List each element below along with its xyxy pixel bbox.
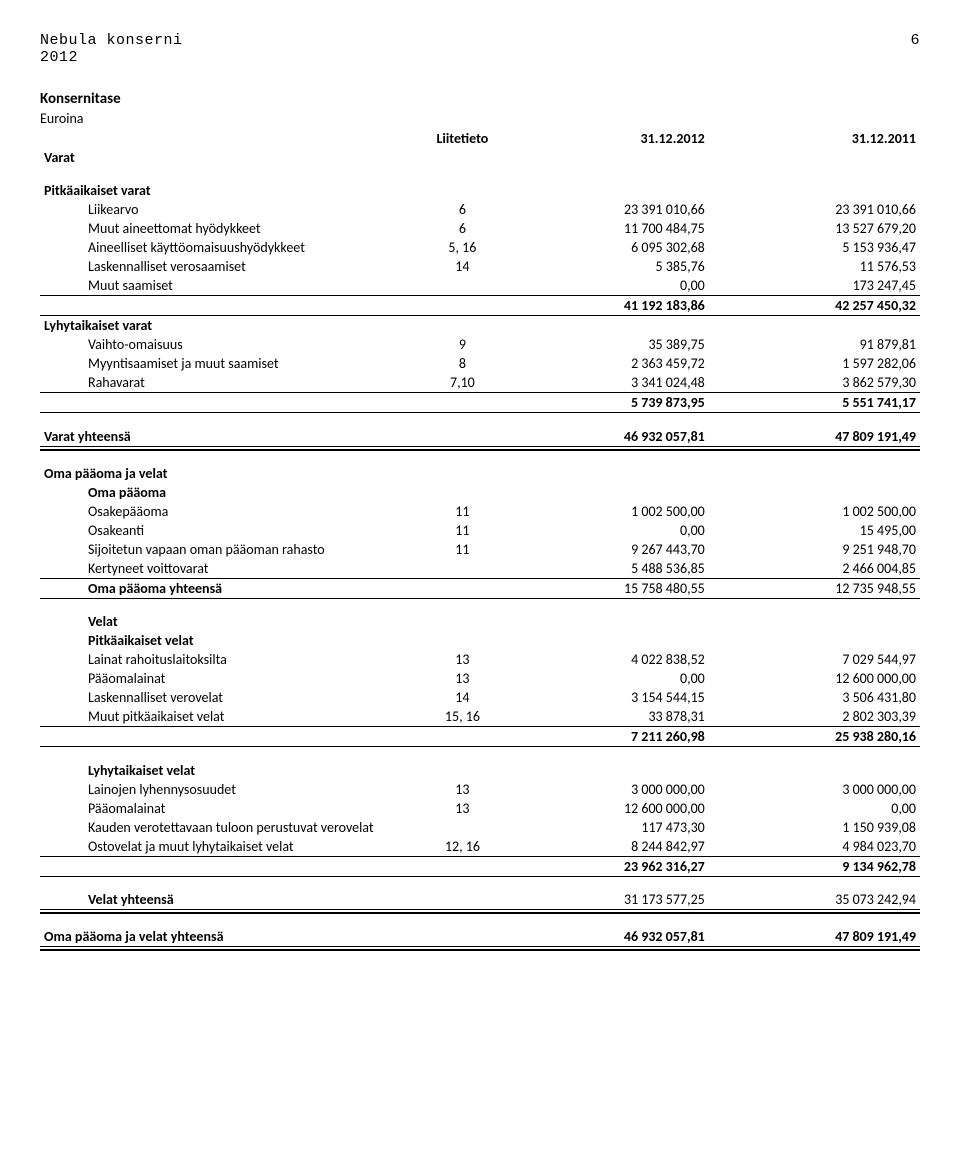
section-varat: Varat xyxy=(40,148,427,167)
section-opjv: Oma pääoma ja velat xyxy=(40,464,427,483)
table-row: Lainat rahoituslaitoksilta134 022 838,52… xyxy=(40,650,920,669)
subtotal-row: Oma pääoma yhteensä15 758 480,5512 735 9… xyxy=(40,578,920,598)
company-name: Nebula konserni xyxy=(40,32,183,49)
table-row: Muut pitkäaikaiset velat15, 1633 878,312… xyxy=(40,707,920,727)
table-row: Aineelliset käyttöomaisuushyödykkeet5, 1… xyxy=(40,238,920,257)
subtotal-row: 41 192 183,8642 257 450,32 xyxy=(40,296,920,316)
total-row: Varat yhteensä46 932 057,8147 809 191,49 xyxy=(40,427,920,447)
grand-total-row: Oma pääoma ja velat yhteensä46 932 057,8… xyxy=(40,927,920,947)
header-year: 2012 xyxy=(40,49,920,66)
subtotal-row: 23 962 316,279 134 962,78 xyxy=(40,856,920,876)
table-row: Osakeanti110,0015 495,00 xyxy=(40,521,920,540)
subtotal-row: 7 211 260,9825 938 280,16 xyxy=(40,727,920,747)
col-date-2: 31.12.2011 xyxy=(709,129,920,148)
section-oma-paaoma: Oma pääoma xyxy=(40,483,427,502)
section-pa-velat: Pitkäaikaiset velat xyxy=(40,631,427,650)
table-row: Ostovelat ja muut lyhytaikaiset velat12,… xyxy=(40,837,920,857)
table-row: Rahavarat7,103 341 024,483 862 579,30 xyxy=(40,373,920,393)
table-row: Kauden verotettavaan tuloon perustuvat v… xyxy=(40,818,920,837)
section-la-velat: Lyhytaikaiset velat xyxy=(40,761,427,780)
page-header: Nebula konserni 6 xyxy=(40,32,920,49)
table-row: Osakepääoma111 002 500,001 002 500,00 xyxy=(40,502,920,521)
col-date-1: 31.12.2012 xyxy=(498,129,709,148)
col-note: Liitetieto xyxy=(427,129,497,148)
page-number: 6 xyxy=(910,32,920,49)
table-row: Myyntisaamiset ja muut saamiset82 363 45… xyxy=(40,354,920,373)
subtitle-euroina: Euroina xyxy=(40,110,920,127)
balance-table: Liitetieto 31.12.2012 31.12.2011 Varat P… xyxy=(40,129,920,951)
table-row: Muut saamiset0,00173 247,45 xyxy=(40,276,920,296)
table-row: Pääomalainat1312 600 000,000,00 xyxy=(40,799,920,818)
table-row: Vaihto-omaisuus935 389,7591 879,81 xyxy=(40,335,920,354)
table-row: Pääomalainat130,0012 600 000,00 xyxy=(40,669,920,688)
total-row: Velat yhteensä31 173 577,2535 073 242,94 xyxy=(40,890,920,910)
table-row: Laskennalliset verosaamiset145 385,7611 … xyxy=(40,257,920,276)
table-row: Lainojen lyhennysosuudet133 000 000,003 … xyxy=(40,780,920,799)
table-row: Kertyneet voittovarat5 488 536,852 466 0… xyxy=(40,559,920,579)
section-la-varat: Lyhytaikaiset varat xyxy=(40,316,427,336)
table-row: Liikearvo623 391 010,6623 391 010,66 xyxy=(40,200,920,219)
title-konsernitase: Konsernitase xyxy=(40,90,920,108)
table-row: Laskennalliset verovelat143 154 544,153 … xyxy=(40,688,920,707)
table-row: Muut aineettomat hyödykkeet611 700 484,7… xyxy=(40,219,920,238)
section-pa-varat: Pitkäaikaiset varat xyxy=(40,181,427,200)
section-velat: Velat xyxy=(40,612,427,631)
table-row: Sijoitetun vapaan oman pääoman rahasto11… xyxy=(40,540,920,559)
subtotal-row: 5 739 873,955 551 741,17 xyxy=(40,393,920,413)
